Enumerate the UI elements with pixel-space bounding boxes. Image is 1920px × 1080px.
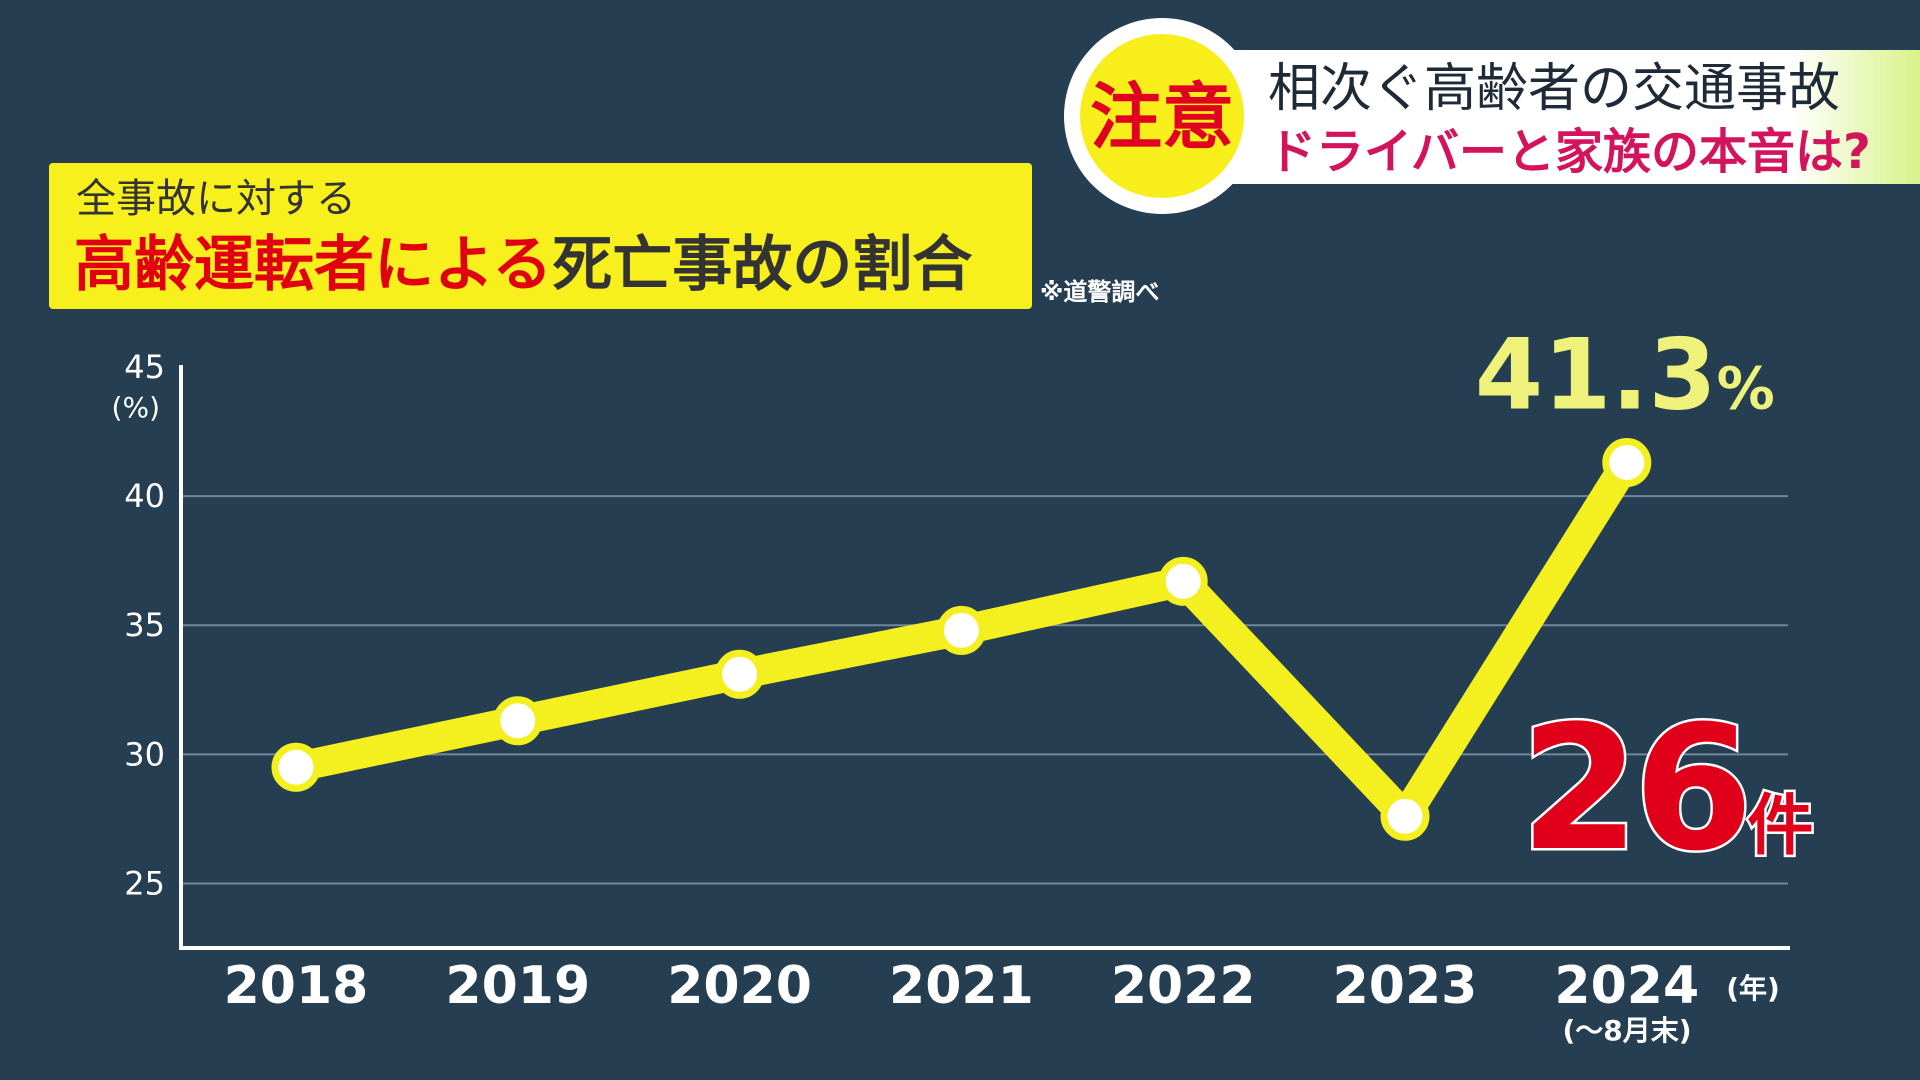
source: ※道警調べ	[1040, 278, 1159, 306]
title-box	[49, 163, 1032, 309]
x-tick-label: 2018	[224, 956, 369, 1016]
title-highlight: 高齢運転者による	[74, 230, 552, 300]
annotation: 26件	[1520, 688, 1811, 889]
data-point	[493, 696, 543, 746]
header-banner	[1200, 50, 1920, 184]
x-tick-label: 2021	[889, 956, 1034, 1016]
title-rest: 死亡事故の割合	[552, 230, 972, 300]
data-point	[1602, 438, 1652, 488]
data-point	[271, 742, 321, 792]
y-tick-label: 45	[124, 348, 165, 386]
data-point	[1158, 556, 1208, 606]
x-note: (～8月末)	[1562, 1014, 1691, 1047]
x-tick-label: 2019	[445, 956, 590, 1016]
value-label: 41.3%	[1475, 319, 1775, 433]
badge: 注意	[1090, 75, 1234, 159]
y-tick-label: 30	[124, 735, 165, 773]
x-tick-label: 2022	[1111, 956, 1256, 1016]
y-tick-label: 40	[124, 477, 165, 515]
title-top: 全事故に対する	[76, 176, 356, 222]
data-point	[715, 649, 765, 699]
data-point	[936, 605, 986, 655]
y-unit: (%)	[112, 391, 160, 424]
badge-inner	[1080, 34, 1244, 198]
y-tick-label: 25	[124, 864, 165, 902]
data-point	[1380, 791, 1430, 841]
y-tick-label: 35	[124, 606, 165, 644]
subheadline: ドライバーと家族の本音は?	[1268, 124, 1871, 180]
x-tick-label: 2024	[1554, 956, 1699, 1016]
x-unit: (年)	[1726, 972, 1780, 1005]
x-tick-label: 2020	[667, 956, 812, 1016]
x-tick-label: 2023	[1333, 956, 1478, 1016]
headline: 相次ぐ高齢者の交通事故	[1268, 59, 1840, 119]
title: 高齢運転者による死亡事故の割合	[74, 230, 972, 300]
